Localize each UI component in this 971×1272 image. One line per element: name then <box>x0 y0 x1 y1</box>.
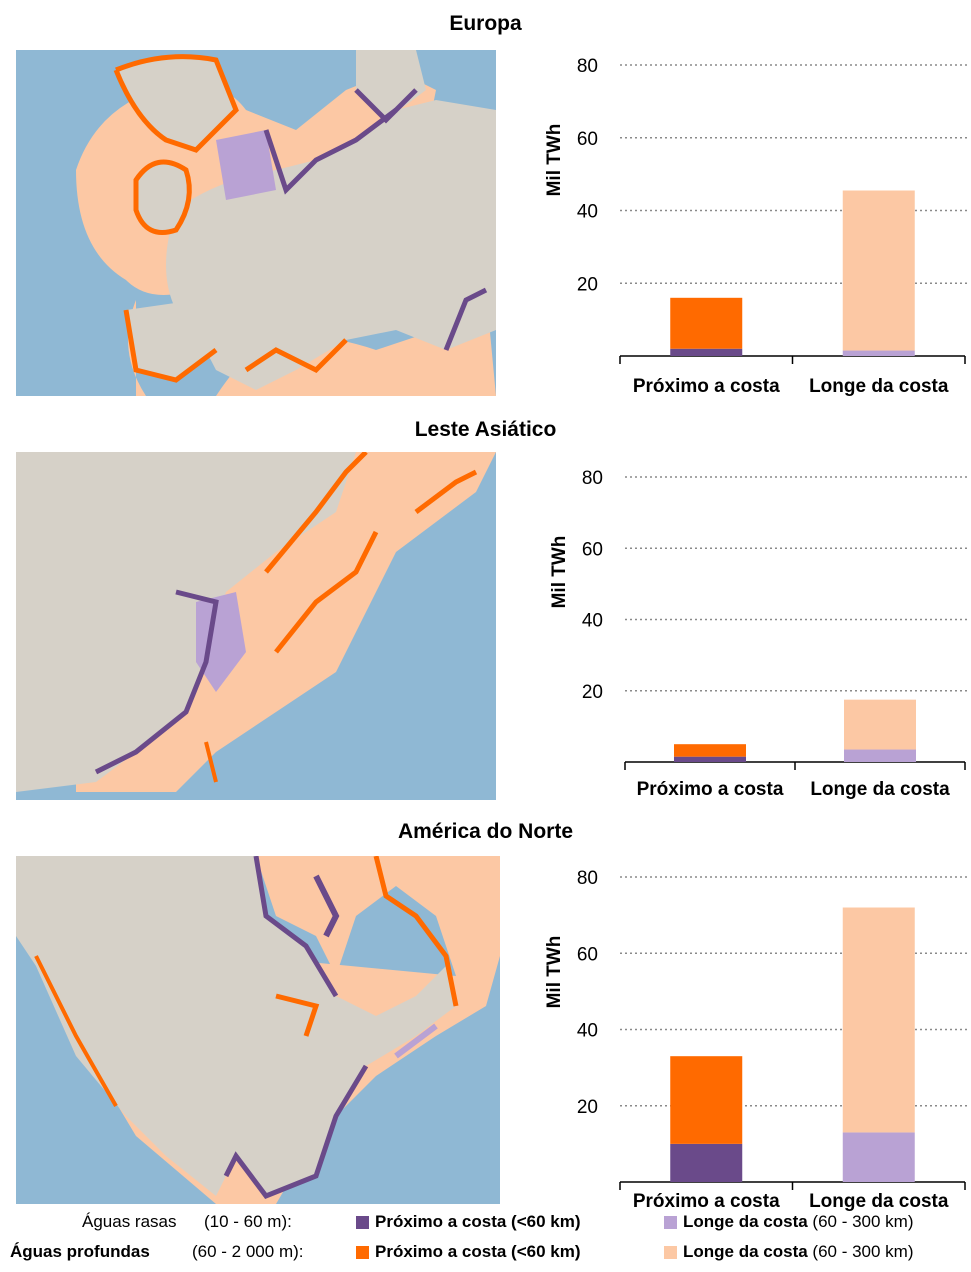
legend-deep-far: Longe da costa (60 - 300 km) <box>664 1242 914 1262</box>
bar-shallow-1 <box>842 350 915 356</box>
bar-deep-1 <box>842 190 915 351</box>
y-tick-label: 80 <box>577 868 598 889</box>
bar-shallow-0 <box>670 1143 743 1182</box>
x-category-label: Próximo a costa <box>633 1191 780 1212</box>
x-category-label: Próximo a costa <box>633 376 780 397</box>
x-category-label: Longe da costa <box>809 376 949 397</box>
bar-deep-1 <box>842 907 915 1133</box>
legend-deep-far-range: (60 - 300 km) <box>812 1242 914 1261</box>
y-tick-label: 80 <box>582 468 603 489</box>
y-tick-label: 60 <box>582 539 603 560</box>
legend-shallow-near-label: Próximo a costa (<60 km) <box>375 1212 581 1231</box>
title-america-do-norte: América do Norte <box>397 820 574 843</box>
map-europa <box>16 50 496 396</box>
y-tick-label: 20 <box>577 1097 598 1118</box>
title-leste-asiatico: Leste Asiático <box>414 418 557 441</box>
legend-shallow-near: Próximo a costa (<60 km) <box>356 1212 581 1232</box>
x-category-label: Próximo a costa <box>637 779 784 800</box>
y-tick-label: 20 <box>577 274 598 295</box>
bar-deep-0 <box>670 1056 743 1144</box>
bar-deep-0 <box>674 744 746 757</box>
y-axis-label: Mil TWh <box>549 536 570 609</box>
legend-shallow-far-label: Longe da costa <box>683 1212 808 1231</box>
swatch-deep-far <box>664 1246 677 1260</box>
legend-deep-far-label: Longe da costa <box>683 1242 808 1261</box>
y-tick-label: 40 <box>582 611 603 632</box>
y-axis-label: Mil TWh <box>544 124 565 197</box>
bar-deep-0 <box>670 297 743 349</box>
y-tick-label: 20 <box>582 682 603 703</box>
x-category-label: Longe da costa <box>809 1191 949 1212</box>
y-axis-label: Mil TWh <box>544 936 565 1009</box>
bar-shallow-0 <box>670 348 743 356</box>
legend-shallow-range: (10 - 60 m): <box>204 1212 292 1231</box>
legend-row-deep: Águas profundas (60 - 2 000 m): Próximo … <box>0 1242 971 1268</box>
y-tick-label: 40 <box>577 1021 598 1042</box>
legend-row-shallow: Águas rasas (10 - 60 m): Próximo a costa… <box>0 1212 971 1238</box>
swatch-shallow-far <box>664 1216 677 1230</box>
legend-shallow-far-range: (60 - 300 km) <box>812 1212 914 1231</box>
chart-leste-asiatico: 20 40 60 80 Mil TWh Próximo a costa Longe da c… <box>549 468 969 800</box>
legend-shallow-label: Águas rasas <box>82 1212 177 1231</box>
title-europa: Europa <box>449 12 522 35</box>
bar-shallow-1 <box>844 749 916 762</box>
y-tick-label: 60 <box>577 129 598 150</box>
bar-deep-1 <box>844 699 916 750</box>
map-leste-asiatico <box>16 452 496 800</box>
legend-deep-range: (60 - 2 000 m): <box>192 1242 304 1261</box>
y-tick-label: 60 <box>577 944 598 965</box>
bar-shallow-0 <box>674 756 746 762</box>
map-america-do-norte <box>16 856 500 1204</box>
swatch-shallow-near <box>356 1216 369 1230</box>
swatch-deep-near <box>356 1246 369 1260</box>
chart-america-do-norte: 20 40 60 80 Mil TWh Próximo a costa Longe da c… <box>544 868 969 1212</box>
bar-shallow-1 <box>842 1132 915 1182</box>
legend-deep-label: Águas profundas <box>10 1242 150 1261</box>
legend-deep-near-label: Próximo a costa (<60 km) <box>375 1242 581 1261</box>
y-tick-label: 80 <box>577 56 598 77</box>
y-tick-label: 40 <box>577 202 598 223</box>
legend-shallow-far: Longe da costa (60 - 300 km) <box>664 1212 914 1232</box>
legend-deep-near: Próximo a costa (<60 km) <box>356 1242 581 1262</box>
chart-europa: 20 40 60 80 Mil TWh Próximo a costa Longe da c… <box>544 56 969 397</box>
x-category-label: Longe da costa <box>810 779 950 800</box>
